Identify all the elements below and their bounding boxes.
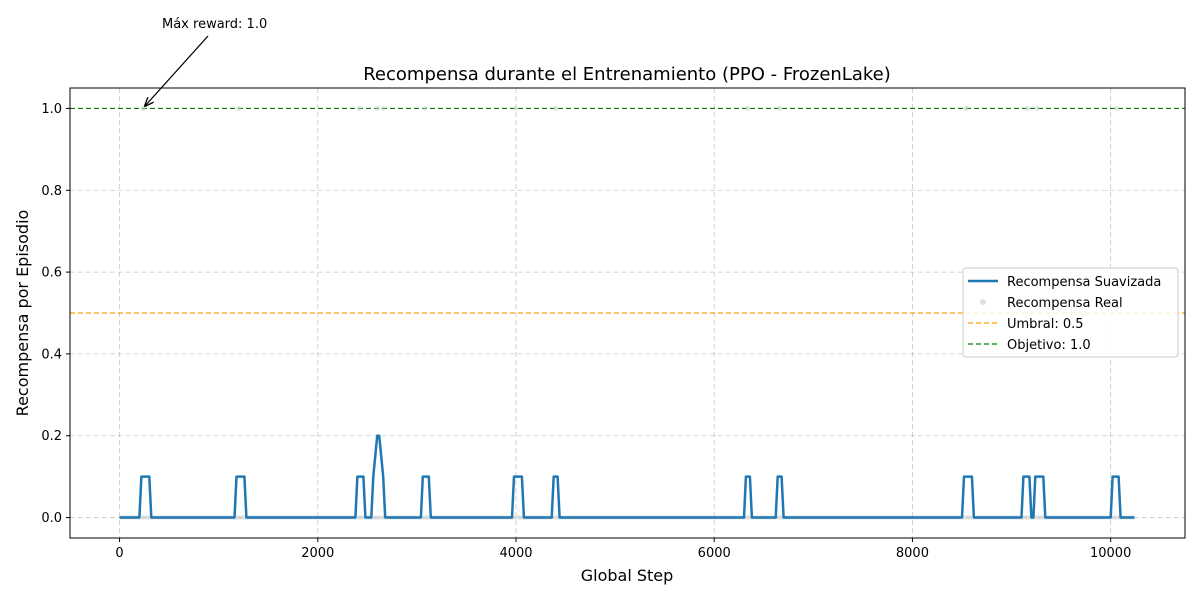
- legend-label-threshold: Umbral: 0.5: [1007, 317, 1084, 332]
- smoothed-reward-line: [119, 434, 1135, 519]
- y-tick-label: 0.4: [41, 347, 62, 362]
- y-tick-label: 0.2: [41, 429, 62, 444]
- legend-box: [962, 267, 1179, 358]
- real-reward-point: [777, 105, 783, 111]
- x-tick-label: 6000: [698, 546, 731, 561]
- real-reward-point: [963, 105, 969, 111]
- chart-title: Recompensa durante el Entrenamiento (PPO…: [363, 64, 891, 85]
- y-tick-label: 0.0: [41, 511, 62, 526]
- real-reward-point: [374, 105, 380, 111]
- legend-label-smoothed: Recompensa Suavizada: [1007, 275, 1161, 290]
- y-axis-ticks: 0.0 0.2 0.4 0.6 0.8 1.0: [41, 102, 70, 526]
- series-lines: [119, 434, 1135, 519]
- y-tick-label: 0.8: [41, 184, 62, 199]
- x-axis-label: Global Step: [581, 566, 674, 585]
- x-tick-label: 10000: [1090, 546, 1131, 561]
- annotation-text: Máx reward: 1.0: [162, 17, 267, 32]
- real-reward-point: [1024, 105, 1030, 111]
- x-axis-ticks: 0 2000 4000 6000 8000 10000: [115, 538, 1131, 561]
- real-reward-point: [513, 105, 519, 111]
- real-reward-point: [356, 105, 362, 111]
- plot-frame: [69, 87, 1186, 539]
- y-tick-label: 0.6: [41, 266, 62, 281]
- legend-label-goal: Objetivo: 1.0: [1007, 338, 1091, 353]
- real-reward-point: [422, 105, 428, 111]
- real-reward-point: [1114, 105, 1120, 111]
- legend: Recompensa Suavizada Recompensa Real Umb…: [962, 267, 1179, 358]
- x-tick-label: 2000: [301, 546, 334, 561]
- max-reward-annotation: Máx reward: 1.0: [145, 17, 267, 106]
- real-reward-point: [1034, 105, 1040, 111]
- real-reward-point: [235, 105, 241, 111]
- real-reward-point: [140, 105, 146, 111]
- real-reward-point: [380, 105, 386, 111]
- x-tick-label: 4000: [499, 546, 532, 561]
- real-reward-point: [553, 105, 559, 111]
- x-tick-label: 0: [115, 546, 123, 561]
- legend-swatch-real: [980, 299, 986, 305]
- annotation-arrow: [145, 35, 209, 106]
- y-tick-label: 1.0: [41, 102, 62, 117]
- y-axis-label: Recompensa por Episodio: [13, 210, 32, 417]
- real-reward-point: [745, 105, 751, 111]
- legend-label-real: Recompensa Real: [1007, 296, 1123, 311]
- x-tick-label: 8000: [896, 546, 929, 561]
